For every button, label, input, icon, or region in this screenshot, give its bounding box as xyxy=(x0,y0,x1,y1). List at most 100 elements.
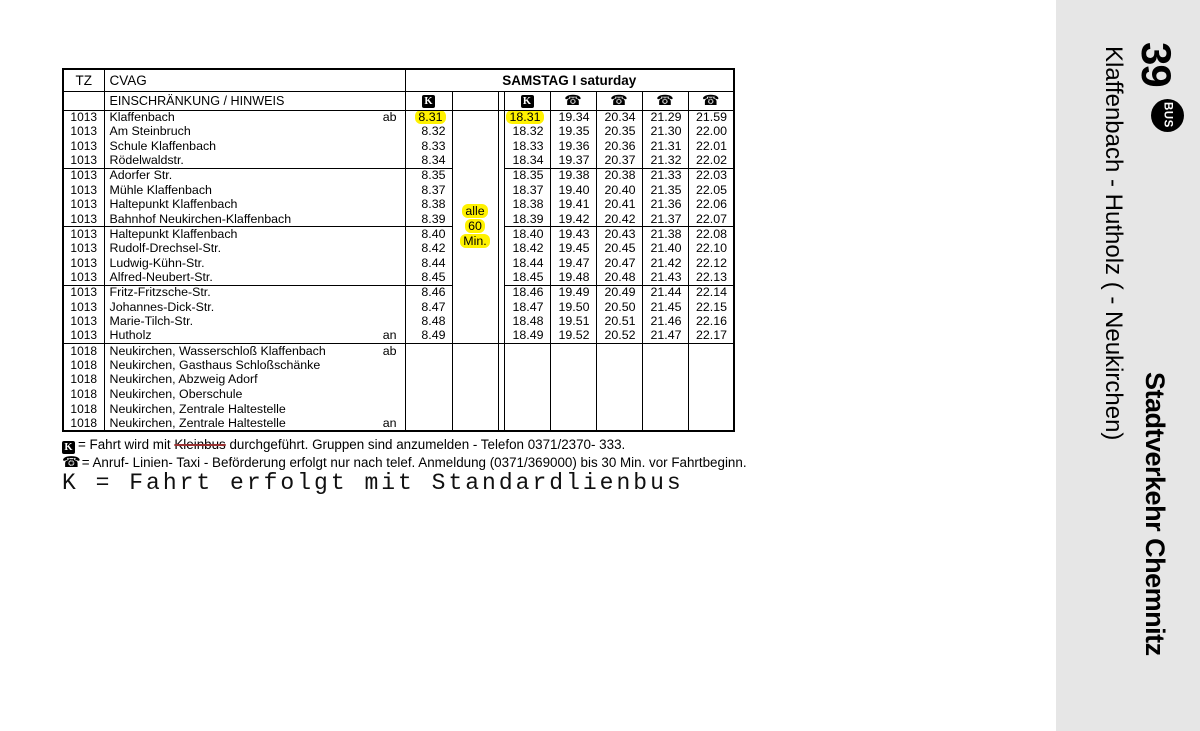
stop-cell: Fritz-Fritzsche-Str. xyxy=(103,284,406,300)
time-cell: 21.38 xyxy=(641,226,689,242)
line-number: 39 xyxy=(1133,42,1180,87)
highlighted-note-word: alle xyxy=(462,204,488,219)
timetable-row: 1018 Neukirchen, Abzweig Adorf xyxy=(62,372,735,388)
time-cell: 20.36 xyxy=(595,139,643,154)
frequency-note-cell xyxy=(451,372,499,388)
time-cell: 21.31 xyxy=(641,139,689,154)
stop-cell: Adorfer Str. xyxy=(103,167,406,183)
timetable-row: 1013 Fritz-Fritzsche-Str. 8.46 18.46 19.49 20… xyxy=(62,284,735,300)
time-cell: 21.35 xyxy=(641,182,689,198)
frequency-note-line: alle xyxy=(453,204,497,219)
agency-header: CVAG xyxy=(103,69,406,92)
struck-word: Kleinbus xyxy=(174,437,226,452)
stop-name: Fritz-Fritzsche-Str. xyxy=(109,285,211,300)
typewriter-annotation: K = Fahrt erfolgt mit Standardlienbus xyxy=(62,470,684,496)
timetable-row: 1013 Schule Klaffenbach 8.33 18.33 19.36 20.3… xyxy=(62,139,735,154)
time-cell: 20.38 xyxy=(595,167,643,183)
table-header-row-2: EINSCHRÄNKUNG / HINWEIS K K ☎ ☎ ☎ ☎ xyxy=(62,91,735,111)
kleinbus-icon: K xyxy=(422,95,435,108)
timetable: TZ CVAG SAMSTAG I saturday EINSCHRÄNKUNG… xyxy=(62,68,736,433)
time-cell: 8.47 xyxy=(404,299,453,315)
time-cell: 22.14 xyxy=(687,284,735,300)
tz-cell: 1018 xyxy=(62,401,105,417)
time-cell: 22.08 xyxy=(687,226,735,242)
tz-cell: 1013 xyxy=(62,182,105,198)
tz-cell: 1018 xyxy=(62,372,105,388)
time-cell xyxy=(549,372,597,388)
tz-cell: 1013 xyxy=(62,328,105,344)
timetable-row: 1013 Alfred-Neubert-Str. 8.45 18.45 19.48 20.… xyxy=(62,270,735,286)
stop-name: Neukirchen, Oberschule xyxy=(109,387,243,402)
stop-cell: Hutholz an xyxy=(103,328,406,344)
frequency-note-line: Min. xyxy=(453,234,497,249)
time-cell: 19.40 xyxy=(549,182,597,198)
time-cell: 8.33 xyxy=(404,139,453,154)
time-cell xyxy=(595,416,643,432)
departure-marker: an xyxy=(382,328,397,343)
time-cell: 22.02 xyxy=(687,153,735,169)
time-cell xyxy=(687,343,735,359)
time-cell xyxy=(549,401,597,417)
time-cell: 18.31 xyxy=(503,109,551,125)
stop-name: Alfred-Neubert-Str. xyxy=(109,270,213,285)
phone-icon: ☎ xyxy=(564,91,582,108)
stop-cell: Klaffenbach ab xyxy=(103,109,406,125)
time-cell xyxy=(595,387,643,402)
stop-name: Neukirchen, Zentrale Haltestelle xyxy=(109,416,286,430)
tz-cell: 1013 xyxy=(62,139,105,154)
tz-cell: 1013 xyxy=(62,167,105,183)
time-cell: 18.32 xyxy=(503,124,551,140)
stop-cell: Haltepunkt Klaffenbach xyxy=(103,226,406,242)
time-cell: 22.13 xyxy=(687,270,735,286)
time-cell: 21.32 xyxy=(641,153,689,169)
time-cell: 19.41 xyxy=(549,197,597,213)
time-cell: 21.42 xyxy=(641,255,689,271)
time-cell: 21.44 xyxy=(641,284,689,300)
legend-text: = Anruf- Linien- Taxi - Beförderung erfo… xyxy=(81,455,747,470)
time-cell: 21.45 xyxy=(641,299,689,315)
stop-cell: Mühle Klaffenbach xyxy=(103,182,406,198)
stop-cell: Rudolf-Drechsel-Str. xyxy=(103,241,406,256)
tz-cell: 1018 xyxy=(62,358,105,373)
time-cell xyxy=(641,358,689,373)
frequency-note-cell xyxy=(451,401,499,417)
tz-cell: 1013 xyxy=(62,314,105,329)
timetable-row: 1013 Rödelwaldstr. 8.34 18.34 19.37 20.37 21.3… xyxy=(62,153,735,169)
tz-cell: 1018 xyxy=(62,343,105,359)
time-cell: 18.37 xyxy=(503,182,551,198)
time-cell: 18.38 xyxy=(503,197,551,213)
tz-cell: 1013 xyxy=(62,197,105,213)
time-cell xyxy=(595,401,643,417)
kleinbus-icon: K xyxy=(520,95,534,108)
frequency-note-cell: alle 60 Min. xyxy=(451,109,499,344)
departure-marker: an xyxy=(382,416,397,430)
stop-cell: Rödelwaldstr. xyxy=(103,153,406,169)
time-cell: 8.34 xyxy=(404,153,453,169)
time-cell: 8.49 xyxy=(404,328,453,344)
highlighted-note-word: 60 xyxy=(465,219,485,234)
time-cell: 8.38 xyxy=(404,197,453,213)
stop-cell: Neukirchen, Gasthaus Schloßschänke xyxy=(103,358,406,373)
timetable-row: 1013 Am Steinbruch 8.32 18.32 19.35 20.35 21.3… xyxy=(62,124,735,140)
phone-icon: ☎ xyxy=(62,454,81,471)
time-cell: 22.03 xyxy=(687,167,735,183)
time-cell xyxy=(503,401,551,417)
frequency-note-line: 60 xyxy=(453,219,497,234)
time-cell: 18.49 xyxy=(503,328,551,344)
time-cell xyxy=(549,387,597,402)
timetable-row: 1013 Rudolf-Drechsel-Str. 8.42 18.42 19.45 20… xyxy=(62,241,735,256)
time-cell: 22.17 xyxy=(687,328,735,344)
stop-cell: Haltepunkt Klaffenbach xyxy=(103,197,406,213)
departure-marker: ab xyxy=(382,343,397,358)
timetable-row: 1018 Neukirchen, Zentrale Haltestelle an xyxy=(62,416,735,432)
time-cell: 19.36 xyxy=(549,139,597,154)
frequency-note-cell xyxy=(451,416,499,432)
time-cell: 18.47 xyxy=(503,299,551,315)
time-cell: 21.43 xyxy=(641,270,689,286)
stop-name: Rudolf-Drechsel-Str. xyxy=(109,241,222,256)
route-title: Klaffenbach - Hutholz ( - Neukirchen) xyxy=(1100,46,1127,441)
time-cell: 22.16 xyxy=(687,314,735,329)
phone-icon: ☎ xyxy=(656,91,674,108)
time-cell: 18.45 xyxy=(503,270,551,286)
time-cell: 18.48 xyxy=(503,314,551,329)
